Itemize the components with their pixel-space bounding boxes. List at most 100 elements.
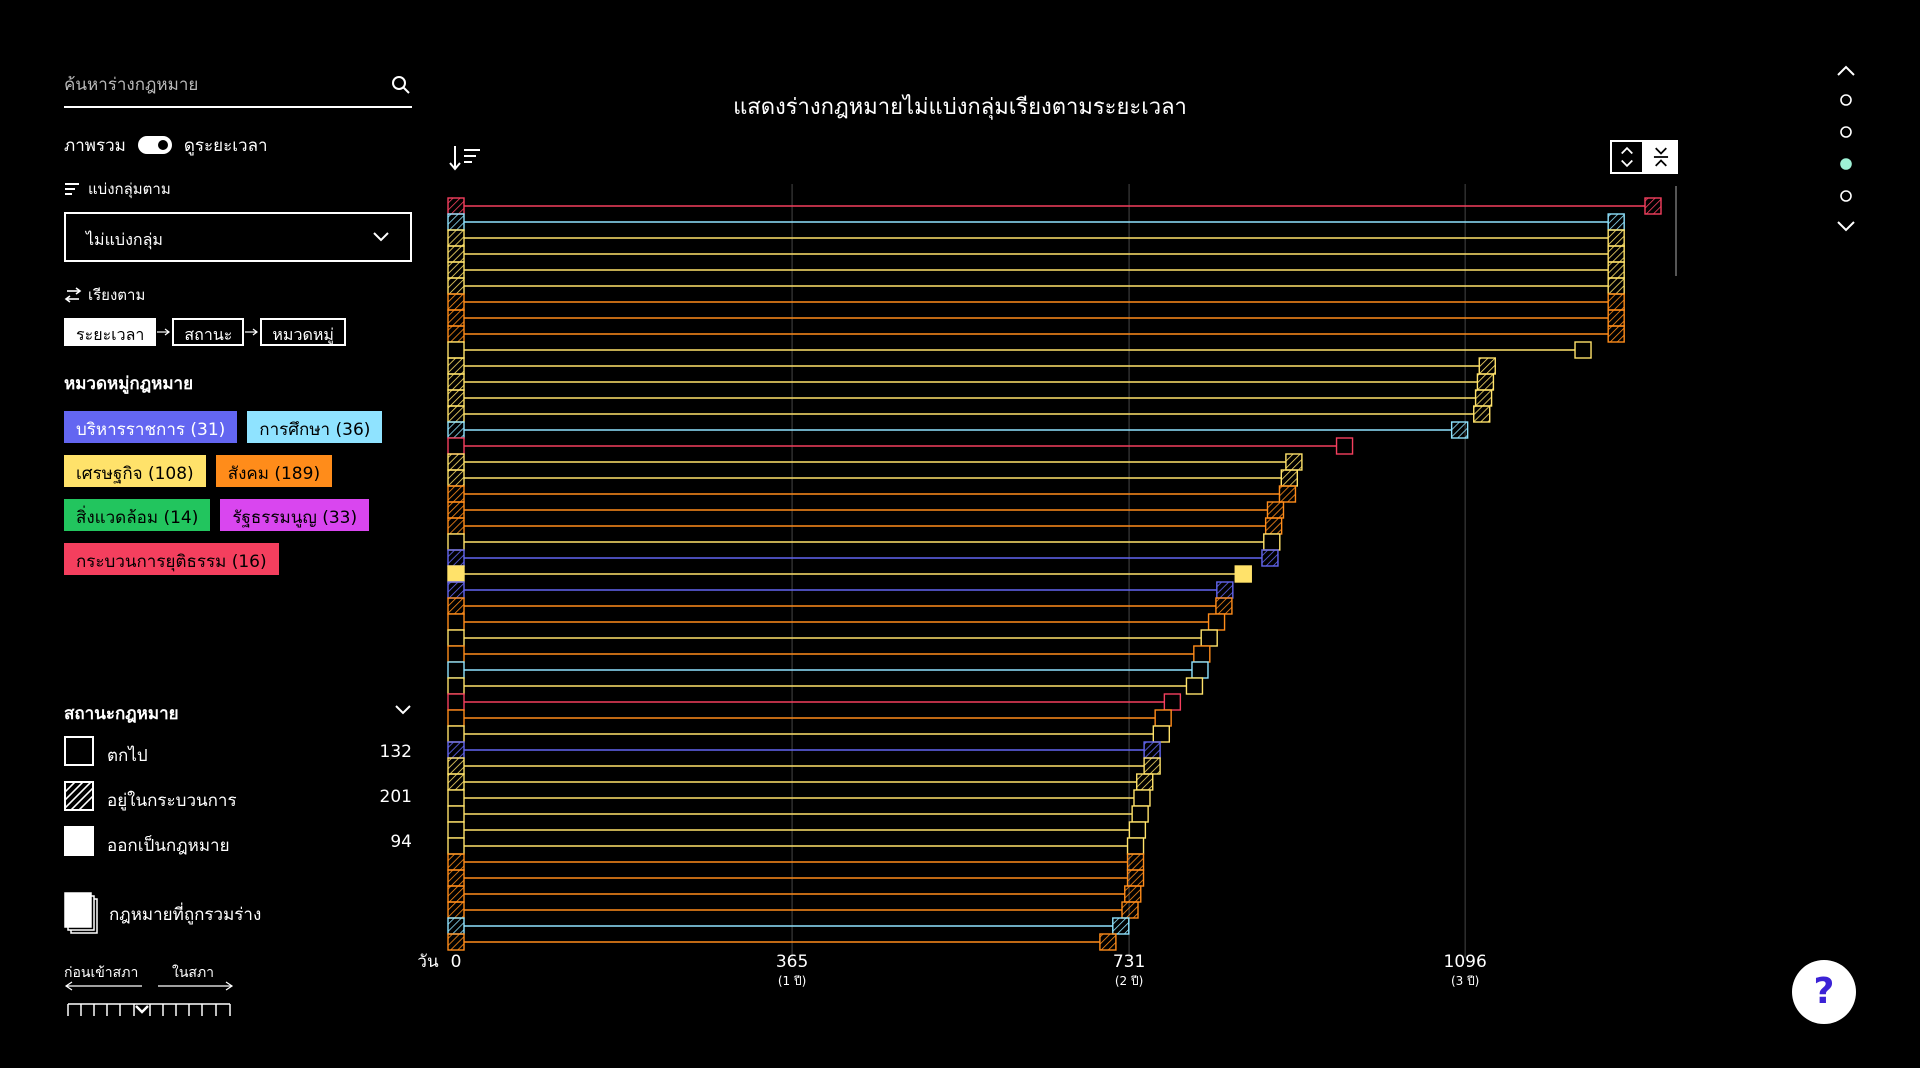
row-start-marker	[447, 885, 465, 903]
status-title-text: สถานะกฎหมาย	[64, 704, 179, 724]
x-tick-sublabel: (3 ปี)	[1451, 974, 1479, 988]
sort-icon[interactable]	[448, 144, 482, 172]
expand-collapse-buttons	[1610, 140, 1678, 174]
status-in-process-swatch	[64, 781, 94, 811]
x-tick-label: 0	[451, 952, 462, 972]
x-tick-label: 365	[776, 952, 808, 972]
sort-chip-category[interactable]: หมวดหมู่	[260, 318, 346, 346]
sort-chip-duration[interactable]: ระยะเวลา	[64, 318, 157, 346]
category-economy[interactable]: เศรษฐกิจ (108)	[64, 455, 206, 487]
view-toggle-switch[interactable]	[137, 136, 172, 154]
chevron-down-icon	[373, 232, 389, 242]
row-end-marker	[1126, 837, 1145, 855]
row-start-marker	[447, 933, 465, 951]
row-end-marker	[1607, 293, 1625, 311]
nav-dot[interactable]	[1840, 190, 1852, 202]
row-start-marker	[447, 677, 465, 695]
row-start-marker	[447, 437, 465, 455]
status-in-process[interactable]: อยู่ในกระบวนการ 201	[64, 781, 412, 813]
category-environment[interactable]: สิ่งแวดล้อม (14)	[64, 499, 211, 531]
row-start-marker	[447, 629, 465, 647]
toggle-duration-label[interactable]: ดูระยะเวลา	[183, 135, 268, 156]
row-end-marker	[1185, 677, 1204, 695]
row-start-marker	[447, 853, 465, 871]
row-start-marker	[447, 357, 465, 375]
row-start-marker	[447, 757, 465, 775]
sort-by-label: เรียงตาม	[88, 286, 146, 304]
row-start-marker	[447, 389, 465, 407]
status-passed-swatch	[64, 826, 94, 856]
status-in-process-label: อยู่ในกระบวนการ	[107, 791, 237, 811]
row-end-marker	[1473, 405, 1491, 423]
status-passed-label: ออกเป็นกฎหมาย	[107, 836, 230, 856]
timeline-before-label: ก่อนเข้าสภา	[64, 965, 139, 981]
search-icon[interactable]	[390, 74, 412, 96]
chevron-up-icon[interactable]	[1837, 65, 1855, 76]
group-by-label-row: แบ่งกลุ่มตาม	[64, 178, 412, 200]
sort-chip-status[interactable]: สถานะ	[172, 318, 245, 346]
row-end-marker	[1136, 773, 1154, 791]
duration-chart: วัน 0 365 (1 ปี) 731 (2 ปี) 1096 (3 ปี)	[417, 184, 1677, 988]
row-start-marker	[447, 613, 465, 631]
chart-title: แสดงร่างกฎหมายไม่แบ่งกลุ่มเรียงตามระยะเว…	[733, 95, 1187, 120]
row-start-marker	[447, 245, 465, 263]
row-end-marker	[1126, 853, 1145, 871]
row-end-marker	[1450, 421, 1469, 439]
row-end-marker	[1124, 885, 1142, 903]
group-by-select[interactable]: ไม่แบ่งกลุ่ม	[64, 212, 412, 262]
sidebar: ภาพรวม ดูระยะเวลา แบ่งกลุ่มตาม ไม่แบ่งกล…	[64, 60, 412, 587]
row-start-marker	[447, 725, 465, 743]
status-passed[interactable]: ออกเป็นกฎหมาย 94	[64, 826, 412, 858]
row-start-marker	[447, 309, 465, 327]
row-end-marker	[1154, 709, 1172, 727]
help-button[interactable]: ?	[1792, 960, 1856, 1024]
expand-icon[interactable]	[1610, 140, 1644, 174]
row-start-marker	[447, 597, 465, 615]
x-tick-label: 1096	[1444, 952, 1487, 972]
row-end-marker	[1607, 261, 1625, 279]
arrow-right-icon	[245, 328, 259, 336]
row-end-marker	[1163, 693, 1182, 711]
nav-dot[interactable]	[1840, 94, 1852, 106]
category-justice[interactable]: กระบวนการยุติธรรม (16)	[64, 543, 279, 575]
row-end-marker	[1133, 789, 1151, 807]
collapse-icon[interactable]	[1644, 140, 1678, 174]
status-title[interactable]: สถานะกฎหมาย	[64, 700, 412, 727]
row-start-marker	[447, 277, 465, 295]
status-dropped-label: ตกไป	[107, 746, 148, 766]
timeline-scale-icon	[64, 981, 234, 1016]
row-start-marker	[447, 837, 465, 855]
row-start-marker	[447, 261, 465, 279]
status-dropped[interactable]: ตกไป 132	[64, 736, 412, 768]
nav-dot[interactable]	[1840, 126, 1852, 138]
row-start-marker	[447, 213, 465, 231]
row-start-marker	[447, 805, 465, 823]
category-constitution[interactable]: รัฐธรรมนูญ (33)	[220, 499, 370, 531]
row-start-marker	[447, 501, 465, 519]
row-end-marker	[1152, 725, 1171, 743]
row-end-marker	[1131, 805, 1149, 823]
row-end-marker	[1644, 197, 1662, 215]
row-start-marker	[447, 917, 465, 935]
chevron-down-icon[interactable]	[1837, 221, 1855, 232]
row-end-marker	[1121, 901, 1139, 919]
row-end-marker	[1607, 309, 1625, 327]
category-social[interactable]: สังคม (189)	[215, 455, 333, 487]
row-end-marker	[1474, 389, 1493, 407]
search-input[interactable]	[64, 72, 364, 98]
row-end-marker	[1574, 341, 1592, 359]
row-end-marker	[1264, 517, 1283, 535]
category-admin[interactable]: บริหารราชการ (31)	[64, 411, 238, 443]
row-end-marker	[1607, 229, 1625, 247]
nav-dot-active[interactable]	[1840, 158, 1852, 170]
row-end-marker	[1261, 549, 1279, 567]
row-end-marker	[1128, 821, 1147, 839]
toggle-overview-label[interactable]: ภาพรวม	[64, 135, 126, 156]
merged-laws-legend: กฎหมายที่ถูกรวมร่าง	[64, 892, 364, 936]
arrow-right-icon	[157, 328, 171, 336]
row-end-marker	[1207, 613, 1226, 631]
row-start-marker	[447, 565, 465, 583]
category-education[interactable]: การศึกษา (36)	[247, 411, 383, 443]
row-start-marker	[447, 293, 465, 311]
row-start-marker	[447, 341, 465, 359]
